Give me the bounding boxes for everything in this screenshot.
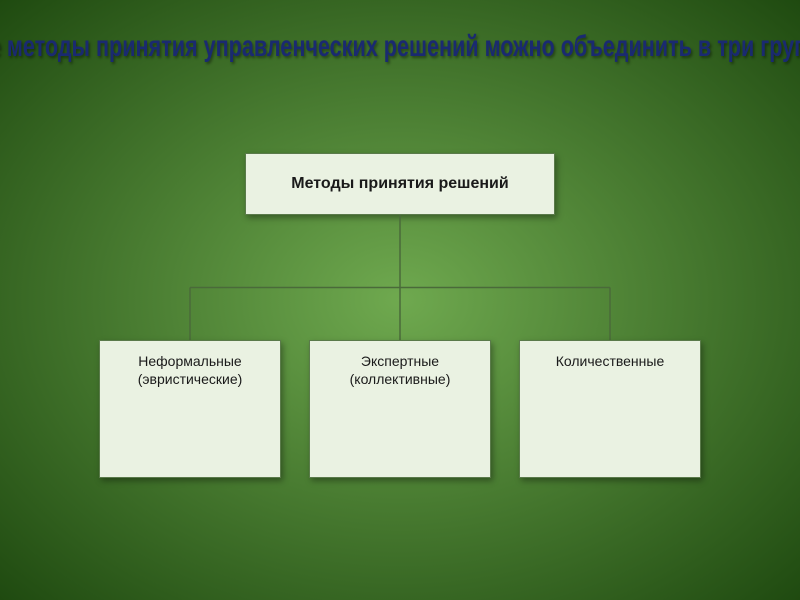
child-node: Неформальные(эвристические): [99, 340, 281, 478]
child-node: Экспертные(коллективные): [309, 340, 491, 478]
root-node: Методы принятия решений: [245, 153, 555, 215]
child-node-line1: Экспертные: [310, 353, 490, 371]
child-node-line1: Количественные: [520, 353, 700, 371]
child-node-line2: (эвристические): [100, 371, 280, 389]
connector-path: [190, 215, 610, 340]
child-node-line1: Неформальные: [100, 353, 280, 371]
root-node-label: Методы принятия решений: [291, 175, 508, 193]
child-node-line2: (коллективные): [310, 371, 490, 389]
connectors: [0, 0, 800, 600]
child-node: Количественные: [519, 340, 701, 478]
diagram-title: Все методы принятия управленческих решен…: [0, 30, 800, 64]
